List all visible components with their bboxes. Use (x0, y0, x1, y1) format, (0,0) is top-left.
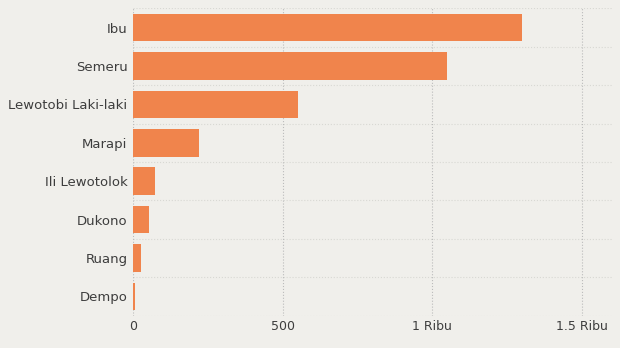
Bar (133, 206, 149, 234)
Bar (133, 85, 612, 124)
Bar (133, 277, 612, 316)
Bar (133, 14, 522, 41)
Bar (133, 162, 612, 200)
Bar (133, 129, 199, 157)
Bar (133, 239, 612, 277)
Bar (133, 200, 612, 239)
Bar (133, 283, 135, 310)
Bar (133, 47, 612, 85)
Bar (133, 244, 141, 272)
Bar (133, 52, 447, 80)
Bar (133, 167, 156, 195)
Bar (133, 124, 612, 162)
Bar (133, 90, 298, 118)
Bar (133, 8, 612, 47)
